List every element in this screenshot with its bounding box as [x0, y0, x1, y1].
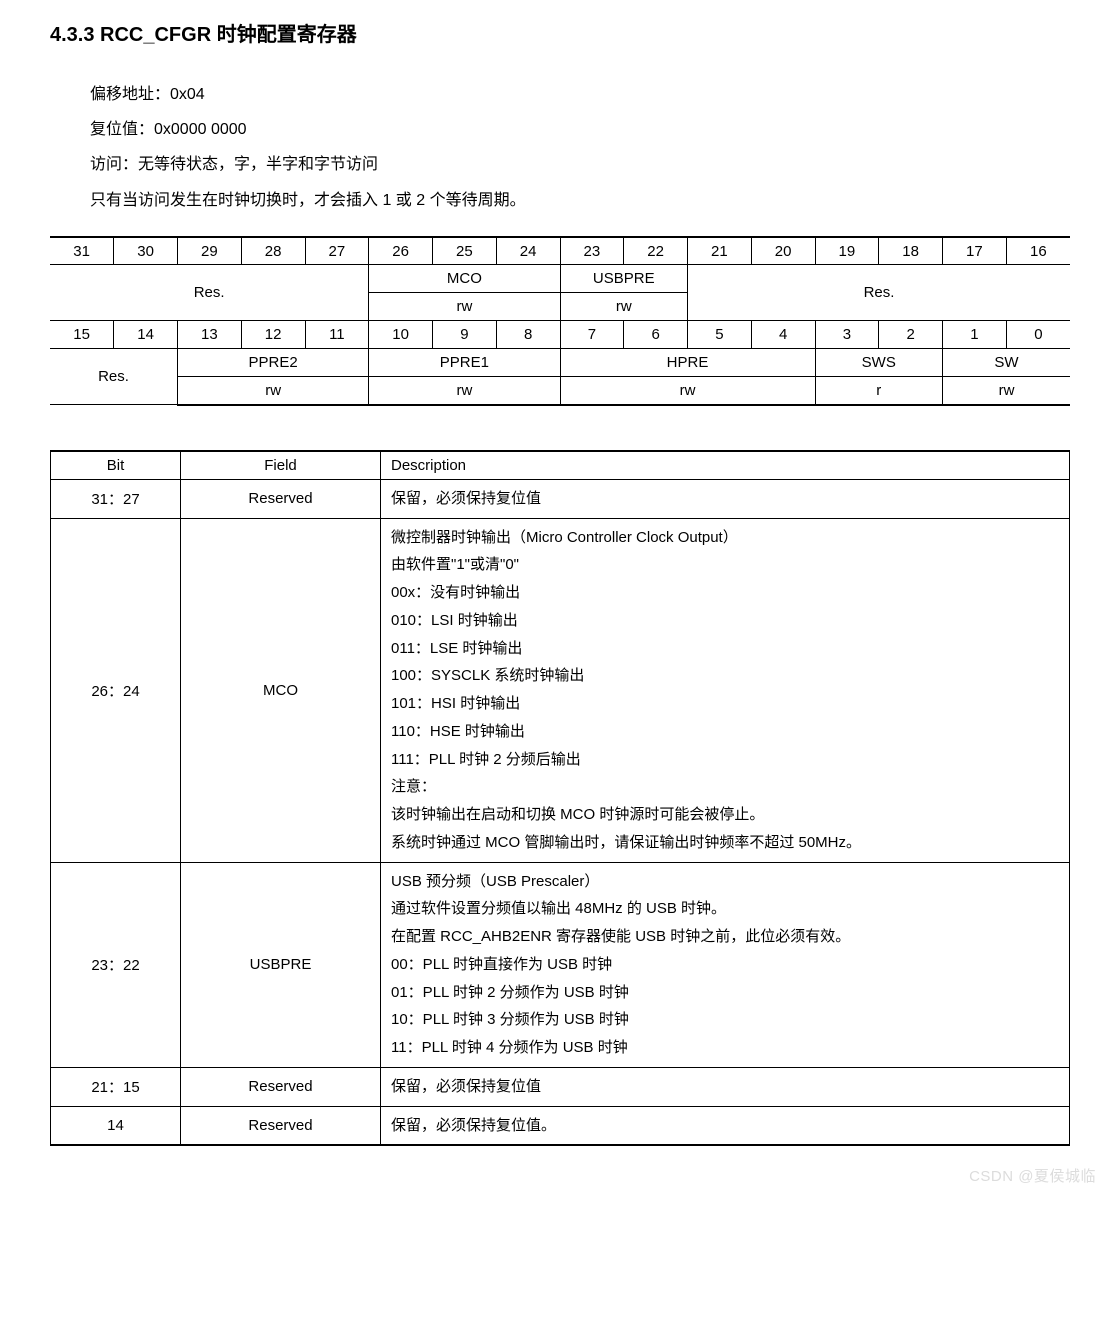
desc-header-bit: Bit: [51, 451, 181, 480]
bit-num: 19: [815, 237, 879, 265]
bit-num: 14: [114, 321, 178, 349]
bit-num: 29: [178, 237, 242, 265]
bit-num: 16: [1006, 237, 1070, 265]
bit-access: r: [815, 377, 943, 405]
desc-text: USB 预分频（USB Prescaler）通过软件设置分频值以输出 48MHz…: [381, 862, 1070, 1067]
bit-field-ppre2: PPRE2: [178, 349, 369, 377]
bit-field-hpre: HPRE: [560, 349, 815, 377]
bit-num: 22: [624, 237, 688, 265]
register-bit-table: 31 30 29 28 27 26 25 24 23 22 21 20 19 1…: [50, 236, 1070, 406]
bit-num: 15: [50, 321, 114, 349]
bit-access: rw: [943, 377, 1071, 405]
intro-line: 偏移地址：0x04: [90, 77, 1070, 112]
desc-field: Reserved: [181, 1106, 381, 1145]
bit-field-mco: MCO: [369, 265, 560, 293]
bit-num: 27: [305, 237, 369, 265]
bit-num: 3: [815, 321, 879, 349]
watermark: CSDN @夏侯城临: [969, 1165, 1096, 1186]
desc-text: 微控制器时钟输出（Micro Controller Clock Output）由…: [381, 518, 1070, 862]
desc-bit: 21：15: [51, 1067, 181, 1106]
bit-access: rw: [178, 377, 369, 405]
desc-row: 31：27Reserved保留，必须保持复位值: [51, 479, 1070, 518]
bit-field-sws: SWS: [815, 349, 943, 377]
desc-header-desc: Description: [381, 451, 1070, 480]
bit-access: rw: [560, 293, 688, 321]
desc-row: 14Reserved保留，必须保持复位值。: [51, 1106, 1070, 1145]
desc-row: 21：15Reserved保留，必须保持复位值: [51, 1067, 1070, 1106]
bit-num: 4: [751, 321, 815, 349]
bit-num: 0: [1006, 321, 1070, 349]
register-description-table: Bit Field Description 31：27Reserved保留，必须…: [50, 450, 1070, 1147]
bit-num: 2: [879, 321, 943, 349]
bit-num: 21: [688, 237, 752, 265]
desc-field: MCO: [181, 518, 381, 862]
bit-field-ppre1: PPRE1: [369, 349, 560, 377]
bit-num: 28: [241, 237, 305, 265]
desc-bit: 31：27: [51, 479, 181, 518]
intro-line: 只有当访问发生在时钟切换时，才会插入 1 或 2 个等待周期。: [90, 183, 1070, 218]
bit-num: 6: [624, 321, 688, 349]
bit-num: 5: [688, 321, 752, 349]
section-heading: 4.3.3 RCC_CFGR 时钟配置寄存器: [50, 18, 1070, 47]
bit-num: 20: [751, 237, 815, 265]
desc-bit: 14: [51, 1106, 181, 1145]
bit-num: 12: [241, 321, 305, 349]
bit-num: 11: [305, 321, 369, 349]
intro-line: 复位值：0x0000 0000: [90, 112, 1070, 147]
desc-text: 保留，必须保持复位值。: [381, 1106, 1070, 1145]
bit-num: 18: [879, 237, 943, 265]
desc-text: 保留，必须保持复位值: [381, 1067, 1070, 1106]
desc-field: USBPRE: [181, 862, 381, 1067]
desc-row: 23：22USBPREUSB 预分频（USB Prescaler）通过软件设置分…: [51, 862, 1070, 1067]
desc-row: 26：24MCO微控制器时钟输出（Micro Controller Clock …: [51, 518, 1070, 862]
bit-num: 24: [496, 237, 560, 265]
intro-block: 偏移地址：0x04 复位值：0x0000 0000 访问：无等待状态，字，半字和…: [90, 77, 1070, 218]
bit-field-res: Res.: [688, 265, 1071, 321]
bit-field-usbpre: USBPRE: [560, 265, 688, 293]
bit-access: rw: [560, 377, 815, 405]
bit-num: 9: [433, 321, 497, 349]
bit-num: 13: [178, 321, 242, 349]
bit-field-res: Res.: [50, 265, 369, 321]
bit-access: rw: [369, 293, 560, 321]
bit-num: 8: [496, 321, 560, 349]
bit-num: 1: [943, 321, 1007, 349]
bit-num: 10: [369, 321, 433, 349]
bit-num: 7: [560, 321, 624, 349]
desc-bit: 26：24: [51, 518, 181, 862]
bit-num: 26: [369, 237, 433, 265]
bit-num: 23: [560, 237, 624, 265]
bit-access: rw: [369, 377, 560, 405]
desc-field: Reserved: [181, 1067, 381, 1106]
desc-bit: 23：22: [51, 862, 181, 1067]
bit-field-sw: SW: [943, 349, 1071, 377]
bit-num: 30: [114, 237, 178, 265]
bit-field-res: Res.: [50, 349, 178, 405]
desc-text: 保留，必须保持复位值: [381, 479, 1070, 518]
bit-num: 31: [50, 237, 114, 265]
desc-header-field: Field: [181, 451, 381, 480]
desc-field: Reserved: [181, 479, 381, 518]
bit-num: 17: [943, 237, 1007, 265]
intro-line: 访问：无等待状态，字，半字和字节访问: [90, 147, 1070, 182]
bit-num: 25: [433, 237, 497, 265]
